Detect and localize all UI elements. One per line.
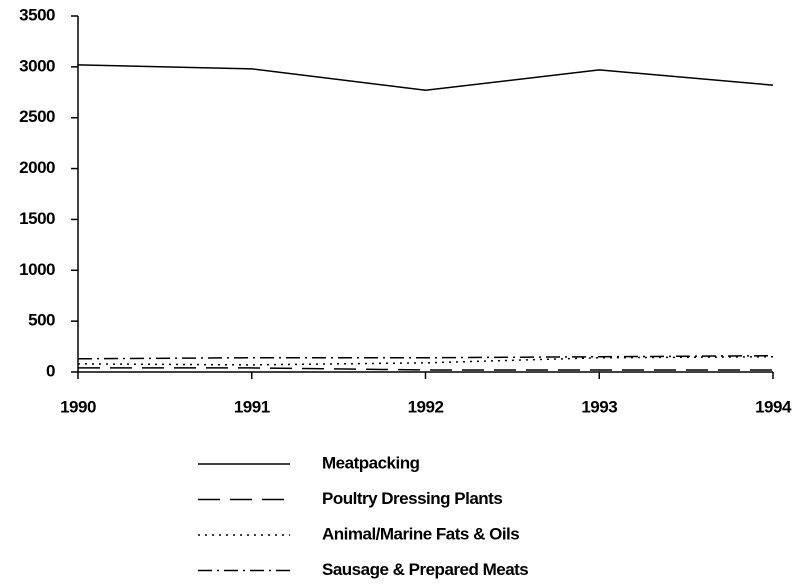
y-tick-label: 2500 — [19, 107, 55, 126]
y-tick-label: 0 — [46, 361, 55, 380]
x-tick-label: 1992 — [408, 397, 444, 416]
x-tick-label: 1991 — [234, 397, 270, 416]
x-tick-label: 1990 — [60, 397, 96, 416]
y-tick-label: 2000 — [19, 158, 55, 177]
y-tick-label: 3500 — [19, 5, 55, 24]
legend-label: Poultry Dressing Plants — [322, 489, 502, 508]
y-tick-label: 1000 — [19, 260, 55, 279]
legend-label: Sausage & Prepared Meats — [322, 560, 528, 579]
y-tick-label: 1500 — [19, 209, 55, 228]
series-line — [77, 354, 774, 360]
x-tick-label: 1993 — [581, 397, 617, 416]
y-tick-label: 3000 — [19, 56, 55, 75]
legend-label: Meatpacking — [322, 453, 420, 472]
y-tick-label: 500 — [28, 311, 55, 330]
x-tick-label: 1994 — [755, 397, 792, 416]
series-line — [77, 64, 774, 92]
legend-label: Animal/Marine Fats & Oils — [322, 524, 519, 543]
series-line — [78, 367, 773, 371]
